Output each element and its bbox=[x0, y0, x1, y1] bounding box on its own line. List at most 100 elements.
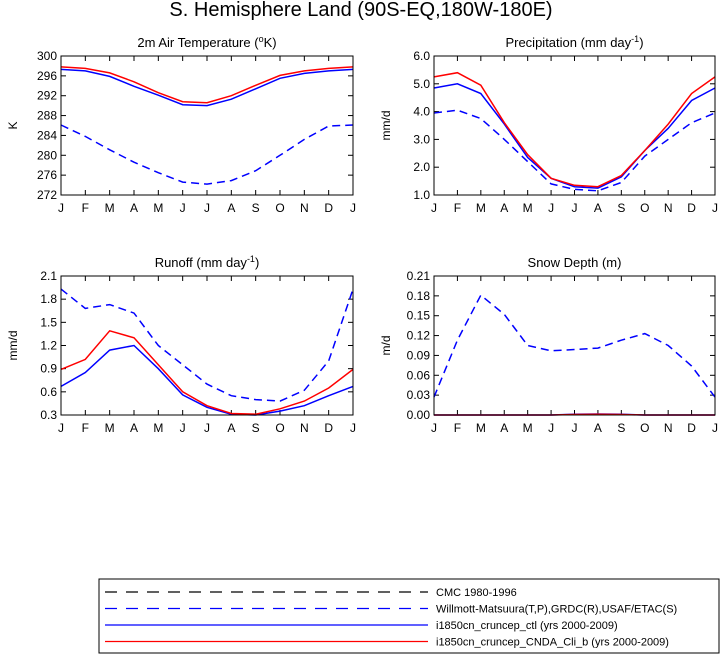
panel-title: Snow Depth (m) bbox=[528, 255, 622, 270]
x-tick-label: M bbox=[153, 201, 163, 215]
panel-title: Runoff (mm day-1) bbox=[155, 254, 260, 270]
x-tick-label: M bbox=[476, 201, 486, 215]
y-tick-label: 0.06 bbox=[407, 368, 431, 382]
panels: 2m Air Temperature (oK) K 272 276 280 284 288 2… bbox=[6, 34, 718, 435]
series-line-cnda bbox=[60, 66, 354, 104]
y-tick-label: 0.12 bbox=[407, 329, 431, 343]
x-tick-label: J bbox=[572, 421, 578, 435]
x-tick-label: J bbox=[180, 201, 186, 215]
y-tick-label: 284 bbox=[37, 128, 57, 142]
x-tick-label: M bbox=[476, 421, 486, 435]
panel-2: Precipitation (mm day-1) mm/d 1.0 2.0 3.0 4.0… bbox=[379, 34, 718, 215]
y-tick-label: 276 bbox=[37, 168, 57, 182]
y-tick-label: 300 bbox=[37, 49, 57, 63]
series-line-cnda bbox=[433, 71, 716, 188]
plot-frame bbox=[433, 55, 716, 196]
x-tick-label: F bbox=[82, 201, 89, 215]
x-tick-label: S bbox=[617, 421, 625, 435]
y-tick-label: 292 bbox=[37, 89, 57, 103]
y-tick-label: 1.5 bbox=[40, 315, 57, 329]
y-tick-label: 0.03 bbox=[407, 388, 431, 402]
y-tick-label: 1.0 bbox=[413, 188, 430, 202]
plot-frame bbox=[433, 275, 716, 416]
x-tick-label: J bbox=[204, 201, 210, 215]
y-tick-label: 2.0 bbox=[413, 160, 430, 174]
x-tick-label: N bbox=[664, 201, 673, 215]
legend-label: i1850cn_cruncep_ctl (yrs 2000-2009) bbox=[436, 620, 618, 632]
legend: CMC 1980-1996 Willmott-Matsuura(T,P),GRDC… bbox=[98, 578, 720, 654]
x-tick-label: N bbox=[664, 421, 673, 435]
panel-4: Snow Depth (m) m/d 0.00 0.03 0.06 0.09 0.12 0.1… bbox=[379, 255, 718, 435]
series-line-cnda bbox=[60, 329, 354, 415]
x-tick-label: S bbox=[252, 421, 260, 435]
y-tick-label: 272 bbox=[37, 188, 57, 202]
x-tick-label: M bbox=[105, 201, 115, 215]
y-tick-label: 280 bbox=[37, 148, 57, 162]
x-tick-label: A bbox=[130, 201, 138, 215]
panel-3: Runoff (mm day-1) mm/d 0.3 0.6 0.9 1.2 1.5 1.8 2… bbox=[6, 254, 356, 435]
y-tick-label: 0.21 bbox=[407, 269, 431, 283]
panel-title: 2m Air Temperature (oK) bbox=[137, 34, 276, 50]
series-line-obs bbox=[60, 288, 354, 402]
panel-1: 2m Air Temperature (oK) K 272 276 280 284 288 2… bbox=[6, 34, 356, 215]
y-tick-label: 0.15 bbox=[407, 309, 431, 323]
x-tick-label: J bbox=[712, 201, 718, 215]
y-axis-label: m/d bbox=[379, 335, 393, 355]
y-tick-label: 6.0 bbox=[413, 49, 430, 63]
y-tick-label: 3.0 bbox=[413, 132, 430, 146]
series-line-ctl bbox=[60, 68, 354, 107]
plot-frame bbox=[60, 275, 354, 416]
x-tick-label: J bbox=[548, 421, 554, 435]
x-tick-label: D bbox=[324, 201, 333, 215]
x-tick-label: O bbox=[640, 421, 649, 435]
x-tick-label: J bbox=[204, 421, 210, 435]
y-tick-label: 296 bbox=[37, 69, 57, 83]
y-tick-label: 5.0 bbox=[413, 77, 430, 91]
x-tick-label: O bbox=[275, 201, 284, 215]
x-tick-label: J bbox=[548, 201, 554, 215]
y-tick-label: 0.18 bbox=[407, 289, 431, 303]
x-tick-label: M bbox=[523, 421, 533, 435]
x-tick-label: A bbox=[500, 201, 508, 215]
x-tick-label: J bbox=[572, 201, 578, 215]
x-tick-label: N bbox=[300, 421, 309, 435]
x-tick-label: A bbox=[227, 421, 235, 435]
x-tick-label: A bbox=[500, 421, 508, 435]
series-line-ctl bbox=[60, 344, 354, 416]
y-tick-label: 0.09 bbox=[407, 348, 431, 362]
x-tick-label: J bbox=[350, 201, 356, 215]
y-axis-label: mm/d bbox=[6, 331, 20, 361]
panel-title: Precipitation (mm day-1) bbox=[505, 34, 643, 50]
x-tick-label: J bbox=[180, 421, 186, 435]
x-tick-label: A bbox=[594, 201, 602, 215]
legend-label: CMC 1980-1996 bbox=[436, 587, 517, 599]
x-tick-label: A bbox=[130, 421, 138, 435]
x-tick-label: D bbox=[687, 421, 696, 435]
x-tick-label: O bbox=[275, 421, 284, 435]
x-tick-label: N bbox=[300, 201, 309, 215]
figure-title: S. Hemisphere Land (90S-EQ,180W-180E) bbox=[169, 0, 552, 21]
series-line-ctl bbox=[433, 83, 716, 189]
x-tick-label: F bbox=[82, 421, 89, 435]
y-tick-label: 4.0 bbox=[413, 105, 430, 119]
x-tick-label: M bbox=[523, 201, 533, 215]
x-tick-label: J bbox=[431, 201, 437, 215]
x-tick-label: A bbox=[227, 201, 235, 215]
y-tick-label: 2.1 bbox=[40, 269, 57, 283]
x-tick-label: J bbox=[58, 421, 64, 435]
x-tick-label: S bbox=[617, 201, 625, 215]
x-tick-label: F bbox=[454, 201, 461, 215]
x-tick-label: D bbox=[324, 421, 333, 435]
series-line-obs bbox=[433, 109, 716, 192]
x-tick-label: J bbox=[712, 421, 718, 435]
y-axis-label: mm/d bbox=[379, 111, 393, 141]
x-tick-label: M bbox=[153, 421, 163, 435]
y-axis-label: K bbox=[6, 121, 20, 129]
series-line-obs bbox=[433, 294, 716, 398]
x-tick-label: F bbox=[454, 421, 461, 435]
x-tick-label: D bbox=[687, 201, 696, 215]
legend-label: i1850cn_cruncep_CNDA_Cli_b (yrs 2000-200… bbox=[436, 637, 669, 649]
series-line-obs bbox=[60, 124, 354, 185]
legend-label: Willmott-Matsuura(T,P),GRDC(R),USAF/ETAC… bbox=[436, 604, 677, 616]
